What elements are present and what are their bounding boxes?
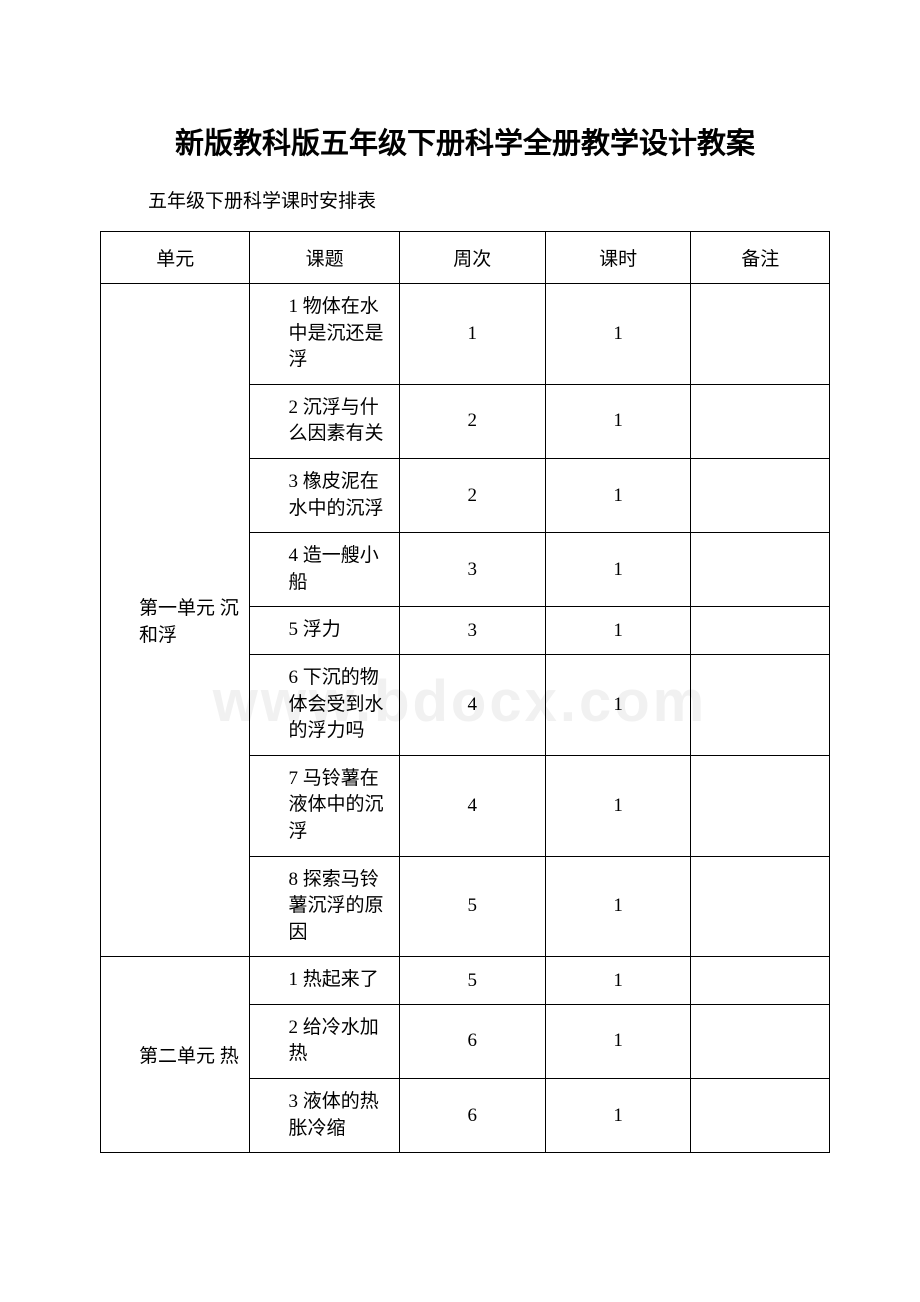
- table-header-row: 单元 课题 周次 课时 备注: [101, 232, 830, 284]
- topic-cell: 1 物体在水中是沉还是浮: [250, 284, 399, 385]
- header-week: 周次: [399, 232, 545, 284]
- period-cell: 1: [545, 755, 691, 856]
- unit-cell: 第二单元 热: [101, 957, 250, 1153]
- note-cell: [691, 654, 830, 755]
- topic-cell: 3 橡皮泥在水中的沉浮: [250, 458, 399, 532]
- topic-cell: 4 造一艘小船: [250, 533, 399, 607]
- note-cell: [691, 533, 830, 607]
- period-cell: 1: [545, 1004, 691, 1078]
- unit-cell: 第一单元 沉和浮: [101, 284, 250, 957]
- table-row: 第一单元 沉和浮1 物体在水中是沉还是浮11: [101, 284, 830, 385]
- topic-cell: 8 探索马铃薯沉浮的原因: [250, 856, 399, 957]
- table-row: 第二单元 热1 热起来了51: [101, 957, 830, 1005]
- note-cell: [691, 607, 830, 655]
- note-cell: [691, 384, 830, 458]
- note-cell: [691, 755, 830, 856]
- note-cell: [691, 458, 830, 532]
- week-cell: 2: [399, 458, 545, 532]
- topic-cell: 2 沉浮与什么因素有关: [250, 384, 399, 458]
- header-note: 备注: [691, 232, 830, 284]
- note-cell: [691, 1004, 830, 1078]
- note-cell: [691, 284, 830, 385]
- week-cell: 5: [399, 856, 545, 957]
- period-cell: 1: [545, 284, 691, 385]
- week-cell: 6: [399, 1004, 545, 1078]
- note-cell: [691, 856, 830, 957]
- header-unit: 单元: [101, 232, 250, 284]
- schedule-table: 单元 课题 周次 课时 备注 第一单元 沉和浮1 物体在水中是沉还是浮112 沉…: [100, 231, 830, 1153]
- topic-cell: 3 液体的热胀冷缩: [250, 1079, 399, 1153]
- header-period: 课时: [545, 232, 691, 284]
- period-cell: 1: [545, 384, 691, 458]
- week-cell: 5: [399, 957, 545, 1005]
- week-cell: 3: [399, 533, 545, 607]
- document-subtitle: 五年级下册科学课时安排表: [100, 186, 830, 213]
- period-cell: 1: [545, 607, 691, 655]
- period-cell: 1: [545, 957, 691, 1005]
- period-cell: 1: [545, 533, 691, 607]
- week-cell: 1: [399, 284, 545, 385]
- week-cell: 6: [399, 1079, 545, 1153]
- period-cell: 1: [545, 654, 691, 755]
- period-cell: 1: [545, 856, 691, 957]
- period-cell: 1: [545, 1079, 691, 1153]
- week-cell: 4: [399, 755, 545, 856]
- note-cell: [691, 957, 830, 1005]
- topic-cell: 6 下沉的物体会受到水的浮力吗: [250, 654, 399, 755]
- note-cell: [691, 1079, 830, 1153]
- document-title: 新版教科版五年级下册科学全册教学设计教案: [100, 120, 830, 162]
- topic-cell: 5 浮力: [250, 607, 399, 655]
- topic-cell: 7 马铃薯在液体中的沉浮: [250, 755, 399, 856]
- period-cell: 1: [545, 458, 691, 532]
- week-cell: 3: [399, 607, 545, 655]
- header-topic: 课题: [250, 232, 399, 284]
- topic-cell: 1 热起来了: [250, 957, 399, 1005]
- week-cell: 2: [399, 384, 545, 458]
- week-cell: 4: [399, 654, 545, 755]
- topic-cell: 2 给冷水加热: [250, 1004, 399, 1078]
